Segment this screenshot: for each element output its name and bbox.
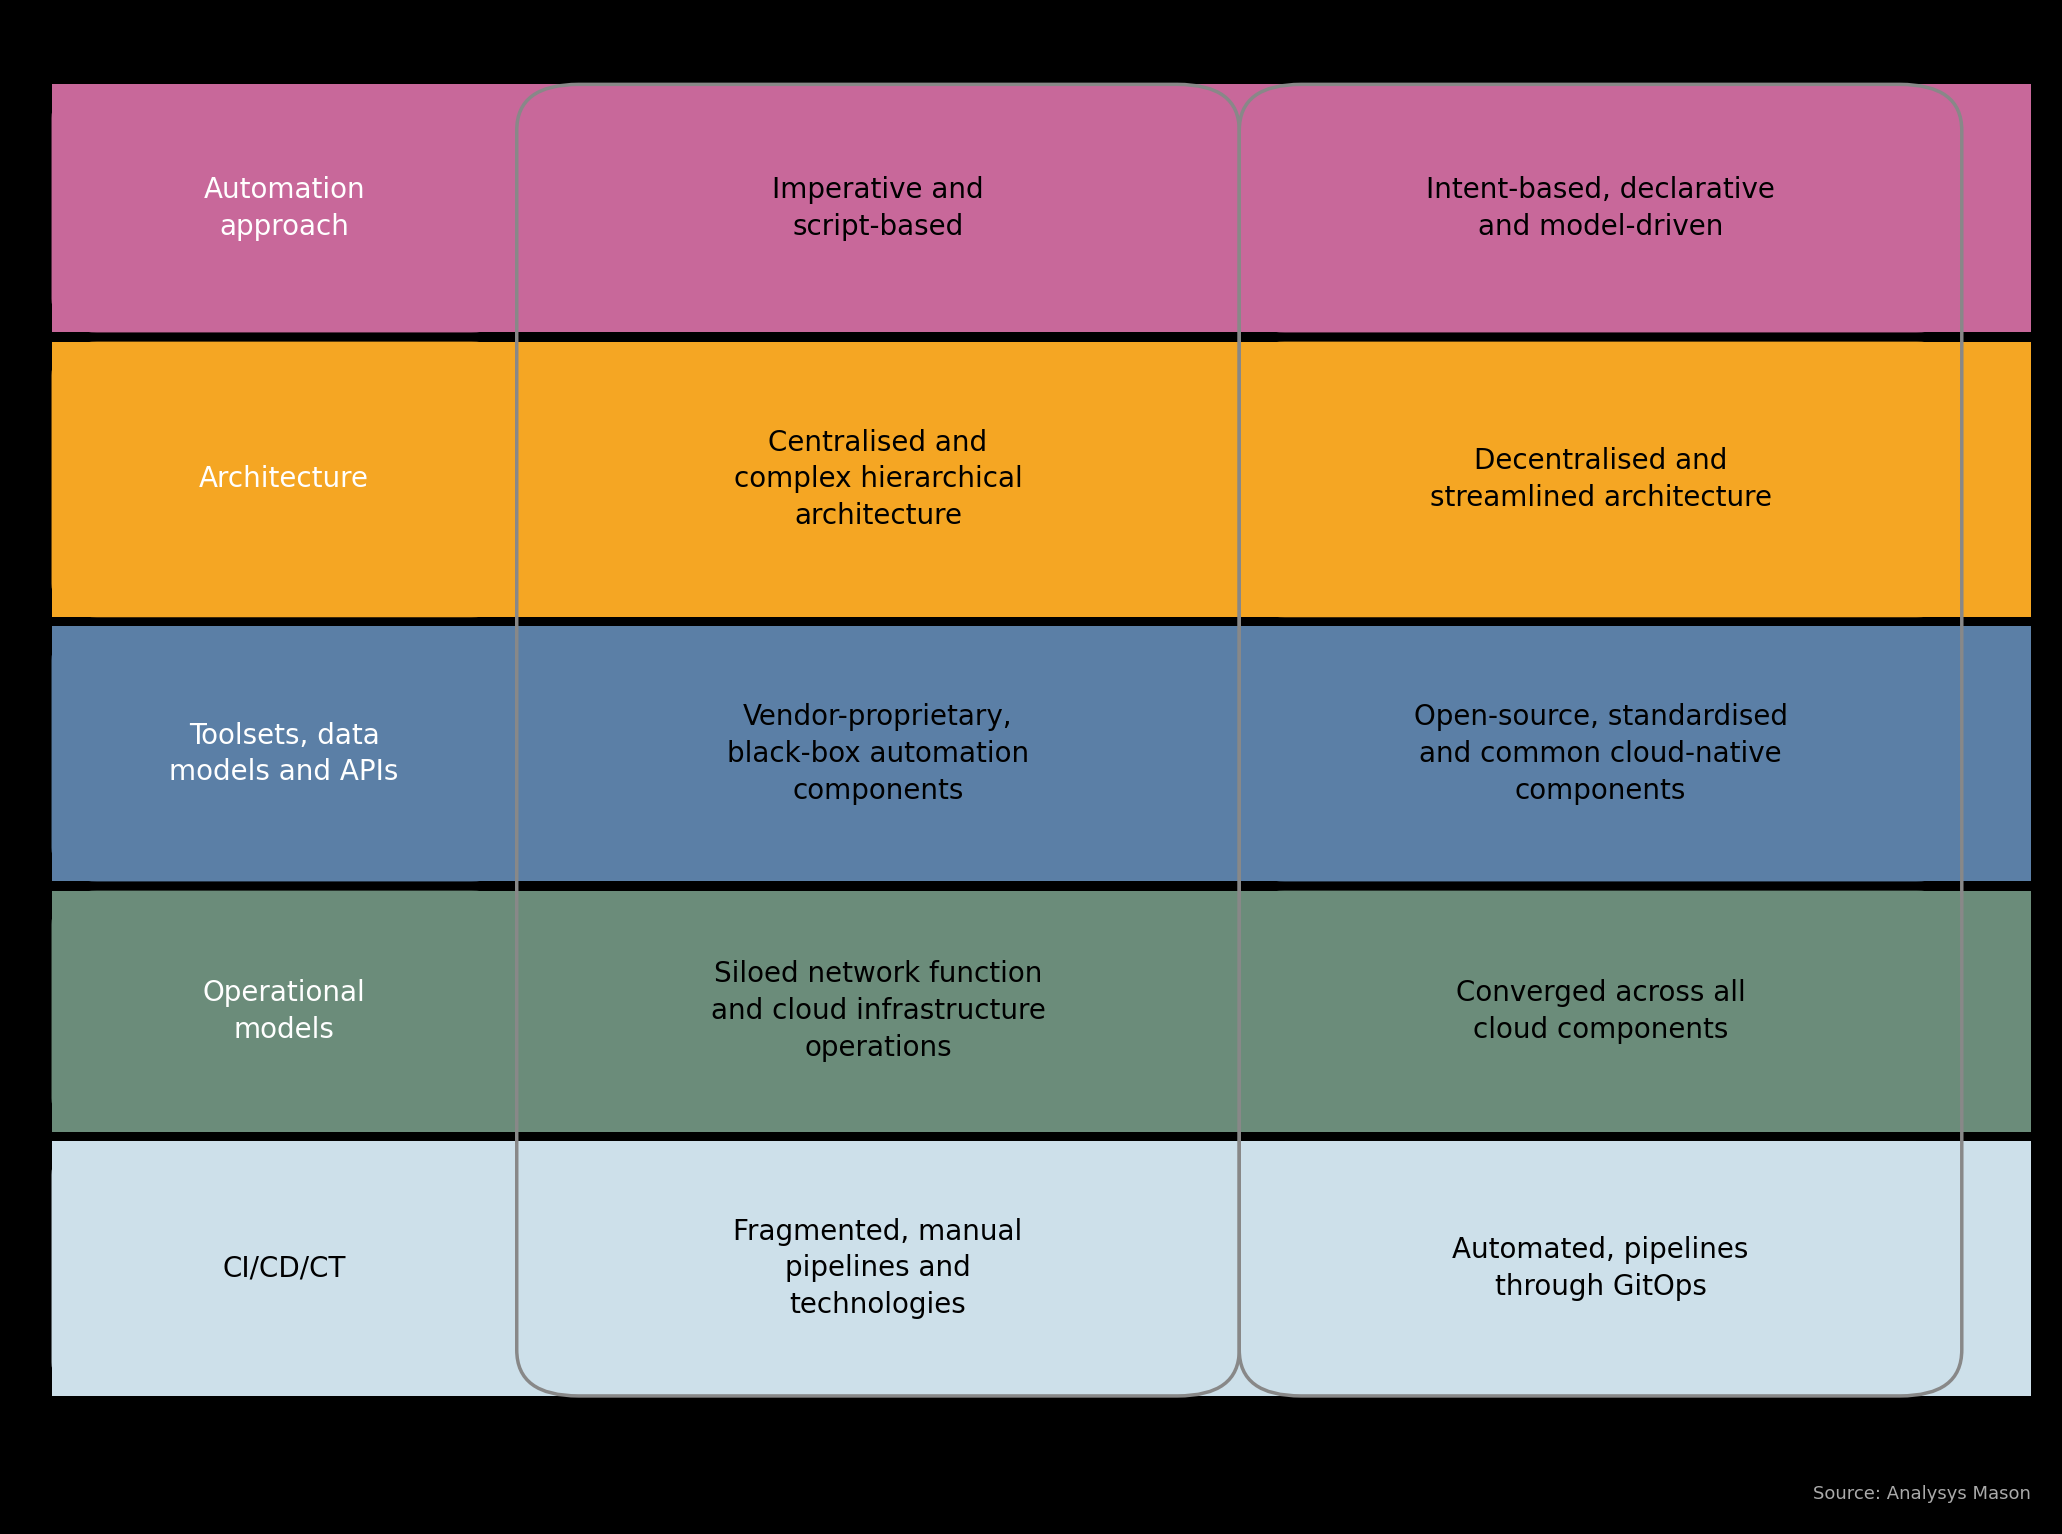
Bar xyxy=(52,1141,2031,1396)
Text: Architecture: Architecture xyxy=(200,465,369,494)
FancyBboxPatch shape xyxy=(1239,84,1961,333)
Text: Intent-based, declarative
and model-driven: Intent-based, declarative and model-driv… xyxy=(1427,176,1775,241)
FancyBboxPatch shape xyxy=(1239,342,1961,617)
Text: Toolsets, data
models and APIs: Toolsets, data models and APIs xyxy=(169,721,398,787)
Text: Siloed network function
and cloud infrastructure
operations: Siloed network function and cloud infras… xyxy=(711,960,1045,1062)
Text: Imperative and
script-based: Imperative and script-based xyxy=(771,176,984,241)
FancyBboxPatch shape xyxy=(1239,626,1961,882)
FancyBboxPatch shape xyxy=(52,1141,518,1396)
FancyBboxPatch shape xyxy=(1239,1141,1961,1396)
Bar xyxy=(52,626,2031,882)
Text: Open-source, standardised
and common cloud-native
components: Open-source, standardised and common clo… xyxy=(1415,703,1788,805)
FancyBboxPatch shape xyxy=(1239,891,1961,1132)
Text: Decentralised and
streamlined architecture: Decentralised and streamlined architectu… xyxy=(1429,446,1771,512)
Text: Converged across all
cloud components: Converged across all cloud components xyxy=(1456,979,1744,1043)
FancyBboxPatch shape xyxy=(52,626,518,882)
Text: Vendor-proprietary,
black-box automation
components: Vendor-proprietary, black-box automation… xyxy=(728,703,1029,805)
Text: Operational
models: Operational models xyxy=(202,979,365,1043)
Text: CI/CD/CT: CI/CD/CT xyxy=(223,1255,346,1282)
Text: Centralised and
complex hierarchical
architecture: Centralised and complex hierarchical arc… xyxy=(734,428,1023,531)
Text: Automated, pipelines
through GitOps: Automated, pipelines through GitOps xyxy=(1452,1236,1749,1301)
FancyBboxPatch shape xyxy=(52,342,518,617)
Text: Source: Analysys Mason: Source: Analysys Mason xyxy=(1812,1485,2031,1503)
FancyBboxPatch shape xyxy=(52,84,518,333)
Bar xyxy=(52,84,2031,333)
Bar xyxy=(52,891,2031,1132)
Bar xyxy=(52,342,2031,617)
Text: Automation
approach: Automation approach xyxy=(204,176,365,241)
Text: Fragmented, manual
pipelines and
technologies: Fragmented, manual pipelines and technol… xyxy=(734,1218,1023,1319)
FancyBboxPatch shape xyxy=(52,891,518,1132)
